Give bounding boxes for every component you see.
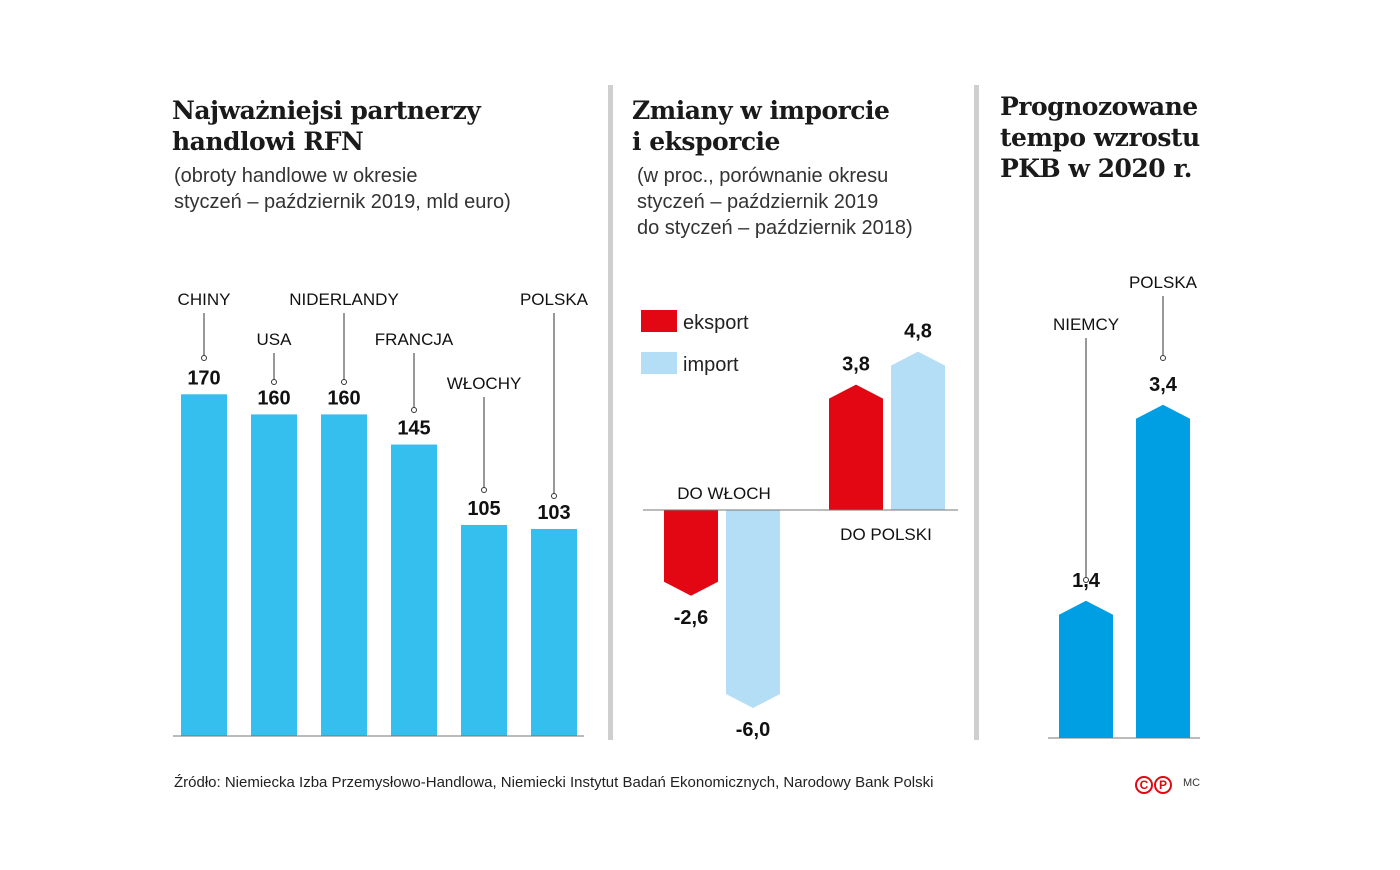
value-label: 170 [187,367,220,389]
leader-dot [411,407,417,413]
p-icon: P [1154,776,1172,794]
bar-import [891,351,945,510]
subtitle-line: do styczeń – październik 2018) [637,217,913,239]
title-line: PKB w 2020 r. [1000,154,1192,183]
category-label: FRANCJA [375,330,454,349]
bar-chiny [181,394,227,736]
subtitle-line: (w proc., porównanie okresu [637,165,889,187]
bar-polska [531,528,577,736]
bar-francja [391,444,437,736]
copyright-icon: C [1135,776,1153,794]
category-label: USA [257,330,293,349]
leader-dot [201,355,207,361]
leader-dot [481,487,487,493]
category-label: NIEMCY [1053,315,1119,334]
title-line: Najważniejsi partnerzy [172,96,481,125]
panel1-title: Najważniejsi partnerzy handlowi RFN [172,95,481,157]
bar-niemcy [1059,600,1113,738]
value-label: 105 [467,498,500,520]
legend-label: import [683,354,739,376]
subtitle-line: styczeń – październik 2019 [637,191,879,213]
bar-import [726,510,780,708]
bar-polska [1136,404,1190,738]
bar-eksport [829,384,883,510]
value-label: 1,4 [1072,570,1101,592]
category-label: DO WŁOCH [677,484,771,503]
title-line: handlowi RFN [172,127,364,156]
source-note: Źródło: Niemiecka Izba Przemysłowo-Handl… [174,774,934,791]
leader-dot [341,379,347,385]
title-line: Prognozowane [1000,92,1198,121]
category-label: DO POLSKI [840,525,932,544]
category-label: POLSKA [520,290,589,309]
value-label: -6,0 [736,719,770,741]
bar-usa [251,414,297,736]
category-label: NIDERLANDY [289,290,399,309]
value-label: 160 [257,387,290,409]
legend-swatch-import [641,352,677,374]
value-label: 3,8 [842,354,870,376]
panel3-title: Prognozowane tempo wzrostu PKB w 2020 r. [1000,91,1200,184]
title-line: Zmiany w imporcie [632,96,890,125]
value-label: 4,8 [904,321,932,343]
value-label: -2,6 [674,607,708,629]
legend-swatch-eksport [641,310,677,332]
leader-dot [1083,577,1089,583]
author-credit: MC [1183,777,1201,789]
panel2-title: Zmiany w imporcie i eksporcie [632,95,890,157]
bar-niderlandy [321,414,367,736]
subtitle-line: (obroty handlowe w okresie [174,165,418,187]
category-label: POLSKA [1129,273,1198,292]
value-label: 3,4 [1149,374,1178,396]
leader-dot [271,379,277,385]
legend-label: eksport [683,312,749,334]
value-label: 160 [327,387,360,409]
value-label: 103 [537,502,570,524]
title-line: i eksporcie [632,127,780,156]
leader-dot [1160,355,1166,361]
panel1-subtitle: (obroty handlowe w okresie styczeń – paźd… [174,163,511,215]
value-label: 145 [397,418,430,440]
category-label: CHINY [178,290,231,309]
title-line: tempo wzrostu [1000,123,1200,152]
bar-eksport [664,510,718,596]
bar-włochy [461,524,507,736]
category-label: WŁOCHY [447,374,522,393]
panel-divider [608,85,613,740]
leader-dot [551,493,557,499]
panel2-subtitle: (w proc., porównanie okresu styczeń – paź… [637,163,913,241]
panel-divider [974,85,979,740]
subtitle-line: styczeń – październik 2019, mld euro) [174,191,511,213]
